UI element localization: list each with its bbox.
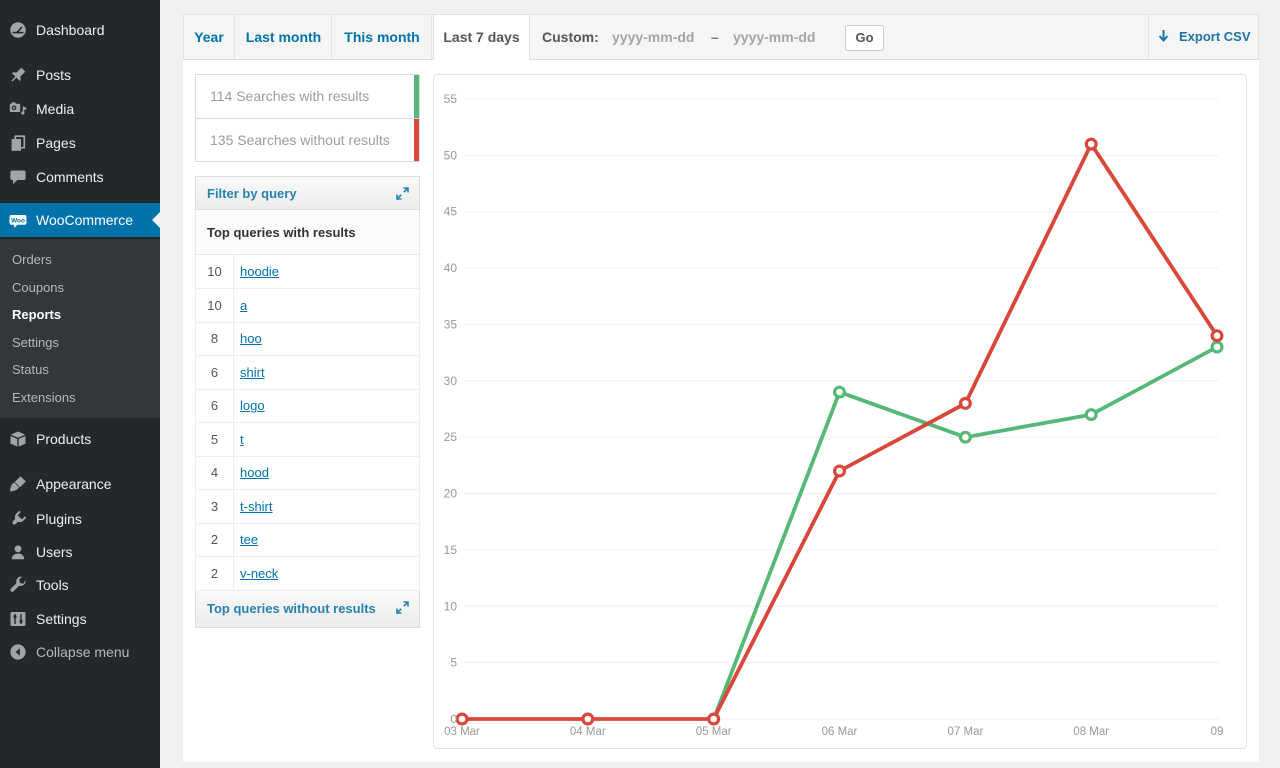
svg-text:08 Mar: 08 Mar <box>1073 726 1109 738</box>
svg-text:06 Mar: 06 Mar <box>822 726 858 738</box>
svg-text:07 Mar: 07 Mar <box>948 726 984 738</box>
svg-text:30: 30 <box>444 374 458 388</box>
svg-text:09: 09 <box>1211 726 1224 738</box>
svg-text:0: 0 <box>450 712 457 726</box>
svg-text:55: 55 <box>444 92 458 106</box>
svg-text:03 Mar: 03 Mar <box>444 726 480 738</box>
svg-text:40: 40 <box>444 261 458 275</box>
svg-text:50: 50 <box>444 148 458 162</box>
svg-text:25: 25 <box>444 430 458 444</box>
svg-text:05 Mar: 05 Mar <box>696 726 732 738</box>
svg-text:04 Mar: 04 Mar <box>570 726 606 738</box>
svg-text:Woo: Woo <box>11 217 25 224</box>
svg-text:10: 10 <box>444 599 458 613</box>
svg-text:45: 45 <box>444 205 458 219</box>
svg-text:35: 35 <box>444 318 458 332</box>
svg-text:15: 15 <box>444 543 458 557</box>
svg-text:20: 20 <box>444 487 458 501</box>
svg-text:5: 5 <box>450 656 457 670</box>
